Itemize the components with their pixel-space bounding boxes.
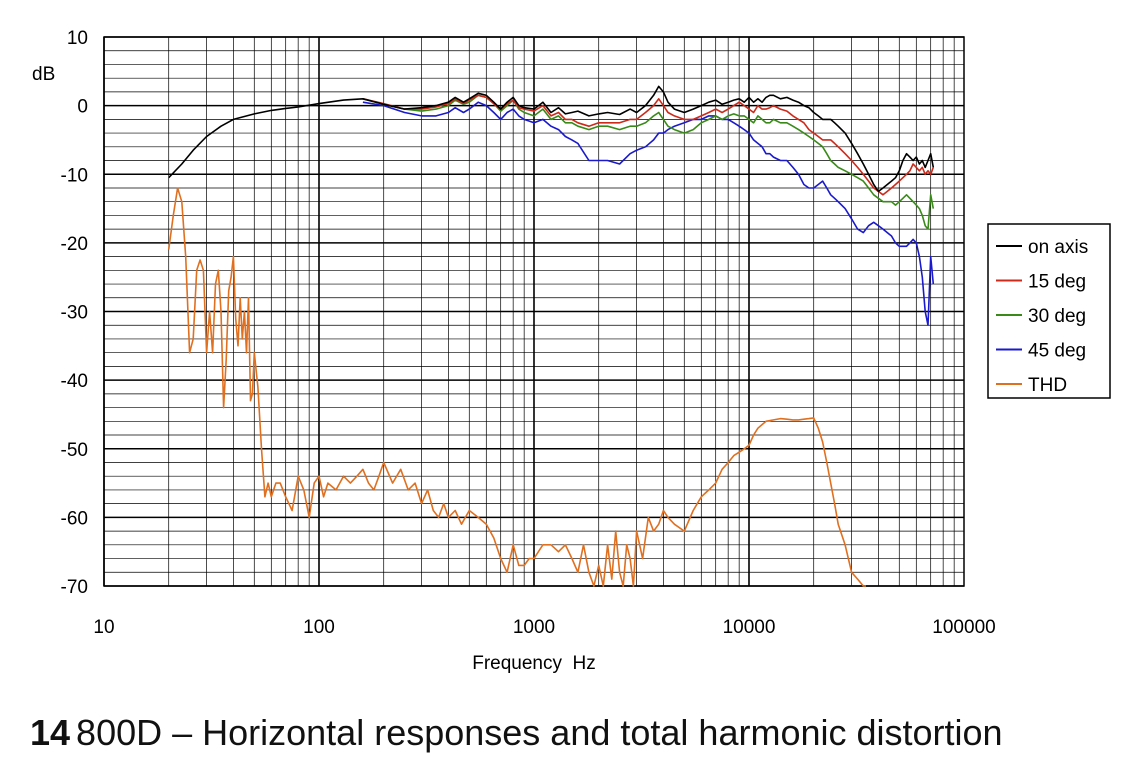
y-tick-label: -30 [61, 303, 88, 324]
legend: on axis 15 deg 30 deg 45 deg THD [987, 223, 1111, 399]
x-tick-label: 100 [303, 617, 335, 638]
figure-caption: 14 800D – Horizontal responses and total … [30, 712, 1003, 754]
y-tick-label: -10 [61, 165, 88, 186]
legend-label: 30 deg [1028, 306, 1086, 327]
x-tick-labels: 10 100 1000 10000 100000 [93, 617, 995, 638]
legend-box [987, 223, 1111, 399]
x-tick-label: 10000 [723, 617, 776, 638]
legend-label: THD [1028, 375, 1067, 396]
x-tick-label: 1000 [513, 617, 555, 638]
y-tick-label: -60 [61, 508, 88, 529]
y-axis-label: dB [32, 64, 55, 85]
y-tick-label: -50 [61, 440, 88, 461]
figure-caption-text: 800D – Horizontal responses and total ha… [76, 712, 1003, 753]
series-line-THD [167, 187, 866, 587]
y-tick-label: -20 [61, 234, 88, 255]
y-tick-label: -40 [61, 371, 88, 392]
series-line-on-axis [168, 85, 935, 193]
x-axis-label: Frequency Hz [472, 653, 596, 674]
figure-number: 14 [30, 712, 71, 753]
y-tick-labels: 10 0 -10 -20 -30 -40 -50 -60 -70 [61, 28, 88, 598]
x-tick-label: 10 [93, 617, 114, 638]
series-line-15-deg [362, 94, 935, 196]
legend-label: 15 deg [1028, 272, 1086, 293]
frequency-response-chart: 10 100 1000 10000 100000 100-10-20-30-40-50-… [32, 28, 1111, 674]
series-line-45-deg [362, 101, 935, 327]
y-tick-label: -70 [61, 577, 88, 598]
y-tick-label: 10 [67, 28, 88, 49]
y-tick-label: 0 [77, 97, 88, 118]
x-tick-label: 100000 [932, 617, 995, 638]
series-layer [167, 85, 935, 587]
legend-label: on axis [1028, 237, 1088, 258]
plot-frame [103, 36, 965, 587]
legend-label: 45 deg [1028, 341, 1086, 362]
